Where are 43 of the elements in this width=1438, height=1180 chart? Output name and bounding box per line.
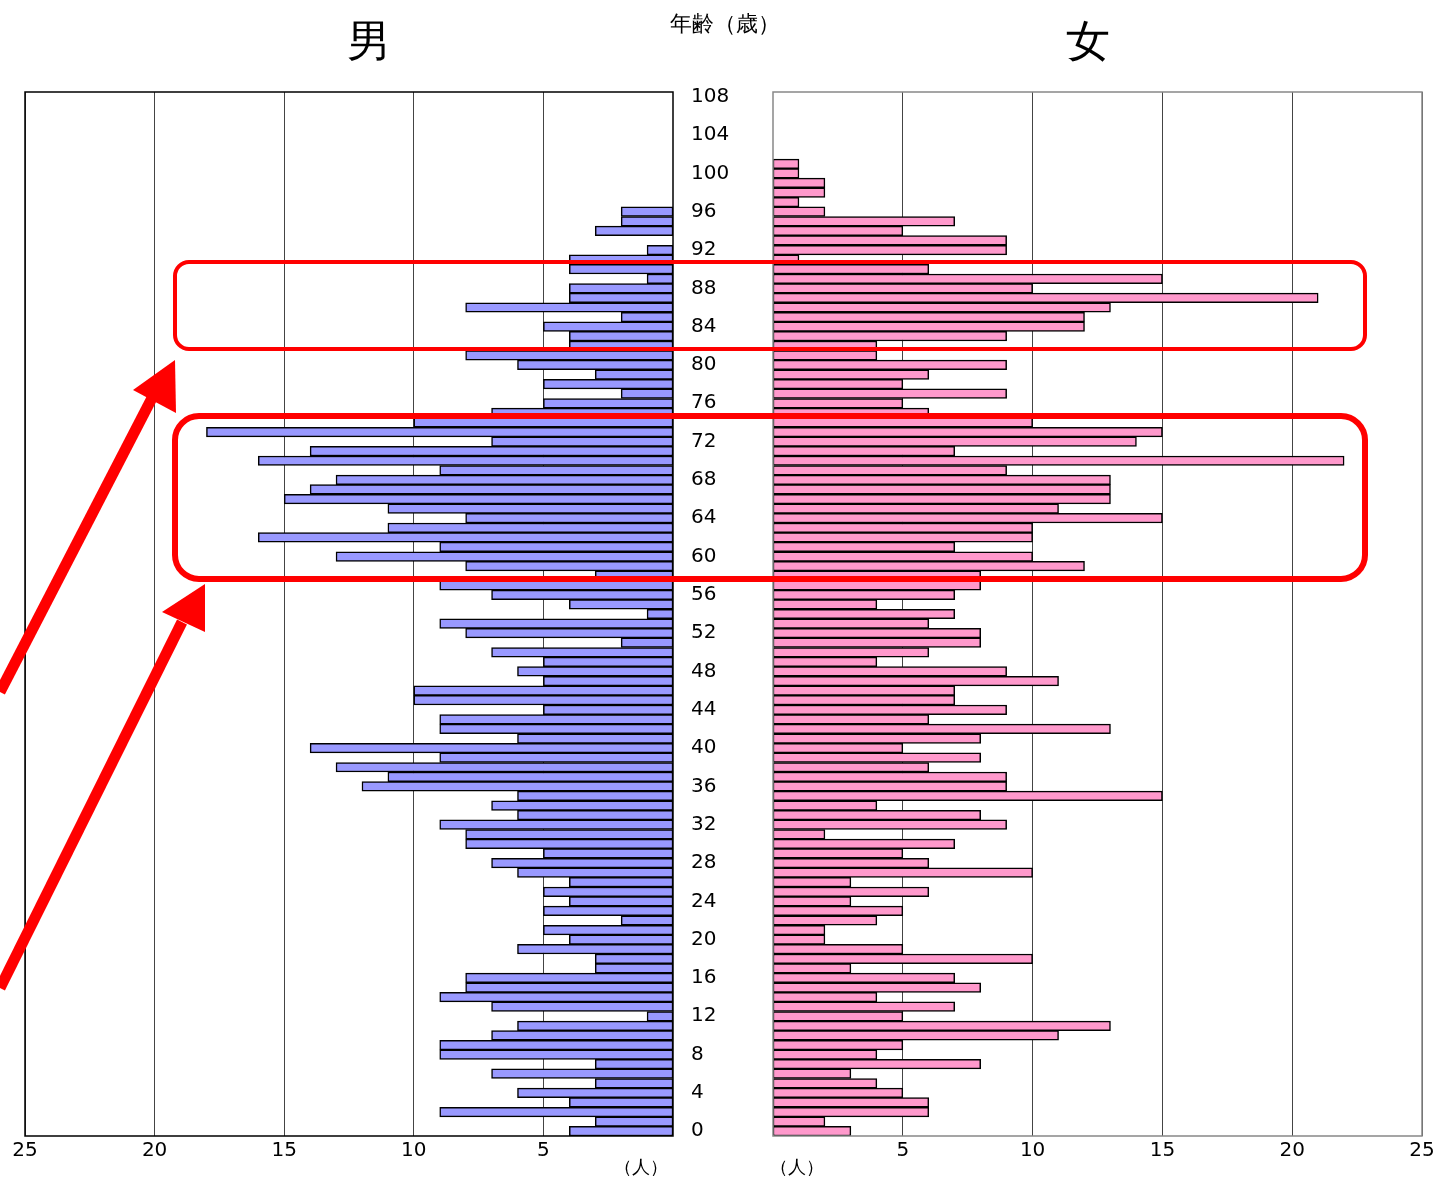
y-tick-label: 24 [691,887,717,912]
y-tick-label: 60 [691,542,717,567]
y-tick-label: 68 [691,466,717,491]
y-tick-label: 92 [691,236,717,261]
y-tick-label: 44 [691,695,717,720]
y-tick-label: 84 [691,312,717,337]
x-tick-label: 20 [1279,1137,1305,1162]
y-tick-label: 28 [691,849,717,874]
y-tick-label: 88 [691,274,717,299]
x-tick-label: 15 [1149,1137,1176,1162]
y-tick-label: 16 [691,964,717,989]
chart-title: 男 [347,15,391,67]
chart-title: 女 [1065,15,1110,67]
x-tick-label: 5 [896,1137,910,1162]
y-tick-label: 104 [691,121,730,146]
x-tick-label: 20 [141,1137,168,1162]
y-tick-label: 20 [691,925,717,950]
y-tick-label: 56 [691,581,717,606]
y-tick-label: 100 [691,159,730,184]
x-tick-label: 10 [401,1137,427,1162]
y-tick-label: 8 [691,1040,704,1065]
y-tick-label: 36 [691,772,717,797]
x-axis-title: （人） [614,1155,668,1177]
y-tick-label: 4 [691,1079,704,1104]
x-tick-label: 10 [1019,1137,1046,1162]
y-tick-label: 72 [691,427,717,452]
x-tick-label: 25 [12,1137,38,1162]
x-tick-label: 5 [537,1137,550,1162]
x-tick-label: 15 [271,1137,297,1162]
y-tick-label: 76 [691,389,717,414]
y-tick-label: 64 [691,504,717,529]
x-axis-title: （人） [770,1155,824,1177]
y-tick-label: 52 [691,619,717,644]
y-tick-label: 0 [691,1117,704,1142]
y-axis-title: 年齢（歳） [670,10,780,36]
y-tick-label: 108 [691,82,730,107]
x-tick-label: 25 [1409,1137,1435,1162]
y-tick-label: 48 [691,657,717,682]
y-tick-label: 40 [691,734,717,759]
y-tick-label: 96 [691,197,717,222]
y-tick-label: 80 [691,351,717,376]
y-tick-label: 12 [691,1002,717,1027]
y-tick-label: 32 [691,810,717,835]
